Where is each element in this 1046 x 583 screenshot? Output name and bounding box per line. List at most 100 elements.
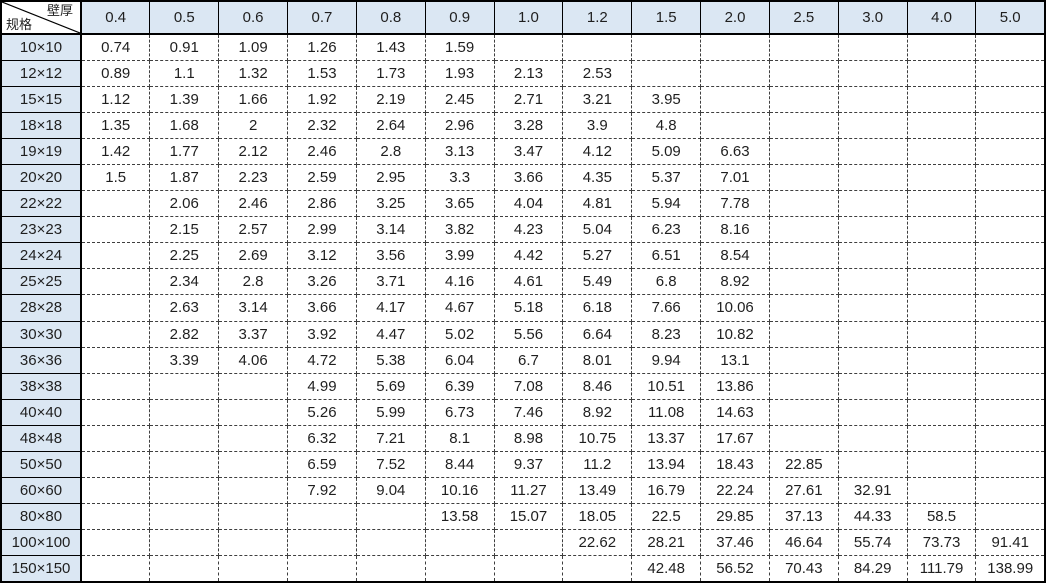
weight-cell: 2.06 xyxy=(149,190,220,218)
weight-cell: 22.85 xyxy=(768,450,839,479)
weight-cell xyxy=(906,450,977,479)
weight-cell: 2.82 xyxy=(149,320,220,348)
weight-cell xyxy=(906,398,977,426)
weight-cell xyxy=(975,268,1046,296)
table-row: 15×15 1.12 1.39 1.66 1.92 2.19 2.45 2.71 3.21 3.9… xyxy=(0,85,1046,113)
weight-cell xyxy=(837,346,908,374)
weight-cell xyxy=(975,294,1046,322)
weight-cell: 91.41 xyxy=(975,529,1046,557)
weight-cell: 2.46 xyxy=(287,137,357,165)
row-header-48×48: 48×48 xyxy=(0,424,82,453)
weight-cell: 1.42 xyxy=(80,137,151,165)
weight-cell: 11.2 xyxy=(562,450,633,479)
weight-cell: 4.35 xyxy=(562,163,633,192)
column-header-0.7: 0.7 xyxy=(287,0,357,35)
weight-cell: 1.92 xyxy=(287,85,357,113)
weight-cell: 8.1 xyxy=(424,424,495,453)
weight-cell: 7.46 xyxy=(493,398,564,426)
weight-cell: 58.5 xyxy=(906,503,977,531)
weight-cell: 1.5 xyxy=(80,163,151,192)
weight-cell xyxy=(493,33,564,61)
weight-cell: 13.94 xyxy=(631,450,702,479)
weight-cell: 1.26 xyxy=(287,33,357,61)
weight-cell: 4.67 xyxy=(424,294,495,322)
weight-cell xyxy=(768,216,839,244)
weight-cell: 2.71 xyxy=(493,85,564,113)
weight-cell: 5.69 xyxy=(355,372,426,400)
weight-cell: 10.51 xyxy=(631,372,702,400)
weight-cell: 13.37 xyxy=(631,424,702,453)
weight-cell: 3.12 xyxy=(287,242,357,270)
table-row: 20×20 1.5 1.87 2.23 2.59 2.95 3.3 3.66 4.35 5.37 7… xyxy=(0,163,1046,192)
weight-cell: 3.71 xyxy=(355,268,426,296)
header-row: 壁厚 规格 0.4 0.5 0.6 0.7 0.8 0.9 1.0 1.2 1.5 2.0 2.5 3… xyxy=(0,0,1046,35)
weight-cell: 3.26 xyxy=(287,268,357,296)
weight-cell: 1.43 xyxy=(355,33,426,61)
weight-cell: 4.23 xyxy=(493,216,564,244)
table-row: 30×30 2.82 3.37 3.92 4.47 5.02 5.56 6.64 8.23 10.… xyxy=(0,320,1046,348)
weight-cell: 10.75 xyxy=(562,424,633,453)
weight-cell: 2.23 xyxy=(218,163,289,192)
table-row: 38×38 4.99 5.69 6.39 7.08 8.46 10.51 13.86 xyxy=(0,372,1046,400)
weight-cell xyxy=(837,163,908,192)
weight-cell: 8.54 xyxy=(700,242,770,270)
table-row: 23×23 2.15 2.57 2.99 3.14 3.82 4.23 5.04 6.23 8.1… xyxy=(0,216,1046,244)
weight-cell xyxy=(906,346,977,374)
weight-cell xyxy=(768,268,839,296)
weight-cell: 6.8 xyxy=(631,268,702,296)
weight-cell xyxy=(837,294,908,322)
weight-cell: 6.18 xyxy=(562,294,633,322)
corner-label-specification: 规格 xyxy=(6,17,33,32)
weight-cell: 8.92 xyxy=(700,268,770,296)
weight-cell xyxy=(218,450,289,479)
weight-cell: 6.51 xyxy=(631,242,702,270)
weight-cell xyxy=(837,59,908,87)
weight-cell: 2.86 xyxy=(287,190,357,218)
row-header-60×60: 60×60 xyxy=(0,477,82,505)
row-header-15×15: 15×15 xyxy=(0,85,82,113)
weight-cell xyxy=(906,163,977,192)
column-header-0.9: 0.9 xyxy=(424,0,495,35)
weight-cell: 5.18 xyxy=(493,294,564,322)
weight-cell: 2.34 xyxy=(149,268,220,296)
weight-cell: 11.08 xyxy=(631,398,702,426)
weight-cell: 3.21 xyxy=(562,85,633,113)
weight-cell xyxy=(80,398,151,426)
weight-cell: 9.94 xyxy=(631,346,702,374)
weight-cell: 8.44 xyxy=(424,450,495,479)
weight-cell: 3.13 xyxy=(424,137,495,165)
weight-cell xyxy=(80,529,151,557)
weight-cell xyxy=(218,424,289,453)
column-header-2.0: 2.0 xyxy=(700,0,770,35)
weight-cell xyxy=(700,111,770,139)
weight-cell xyxy=(768,33,839,61)
weight-cell xyxy=(218,372,289,400)
weight-cell: 2 xyxy=(218,111,289,139)
weight-cell: 4.47 xyxy=(355,320,426,348)
weight-cell xyxy=(287,529,357,557)
row-header-18×18: 18×18 xyxy=(0,111,82,139)
weight-cell: 2.8 xyxy=(218,268,289,296)
weight-cell xyxy=(975,111,1046,139)
weight-cell xyxy=(80,268,151,296)
weight-cell xyxy=(906,242,977,270)
weight-cell: 1.35 xyxy=(80,111,151,139)
weight-cell xyxy=(906,320,977,348)
weight-cell xyxy=(906,137,977,165)
weight-cell: 8.23 xyxy=(631,320,702,348)
weight-cell xyxy=(355,503,426,531)
weight-cell xyxy=(768,59,839,87)
table-row: 25×25 2.34 2.8 3.26 3.71 4.16 4.61 5.49 6.8 8.92 xyxy=(0,268,1046,296)
column-header-1.0: 1.0 xyxy=(493,0,564,35)
weight-cell: 7.21 xyxy=(355,424,426,453)
weight-cell xyxy=(700,33,770,61)
weight-cell: 5.94 xyxy=(631,190,702,218)
weight-cell: 3.99 xyxy=(424,242,495,270)
weight-cell: 8.98 xyxy=(493,424,564,453)
table-row: 50×50 6.59 7.52 8.44 9.37 11.2 13.94 18.43 22.85 xyxy=(0,450,1046,479)
weight-cell xyxy=(837,216,908,244)
table-body: 10×10 0.74 0.91 1.09 1.26 1.43 1.59 12×12 0.89 1.… xyxy=(0,33,1046,583)
weight-cell xyxy=(631,59,702,87)
weight-cell xyxy=(975,33,1046,61)
